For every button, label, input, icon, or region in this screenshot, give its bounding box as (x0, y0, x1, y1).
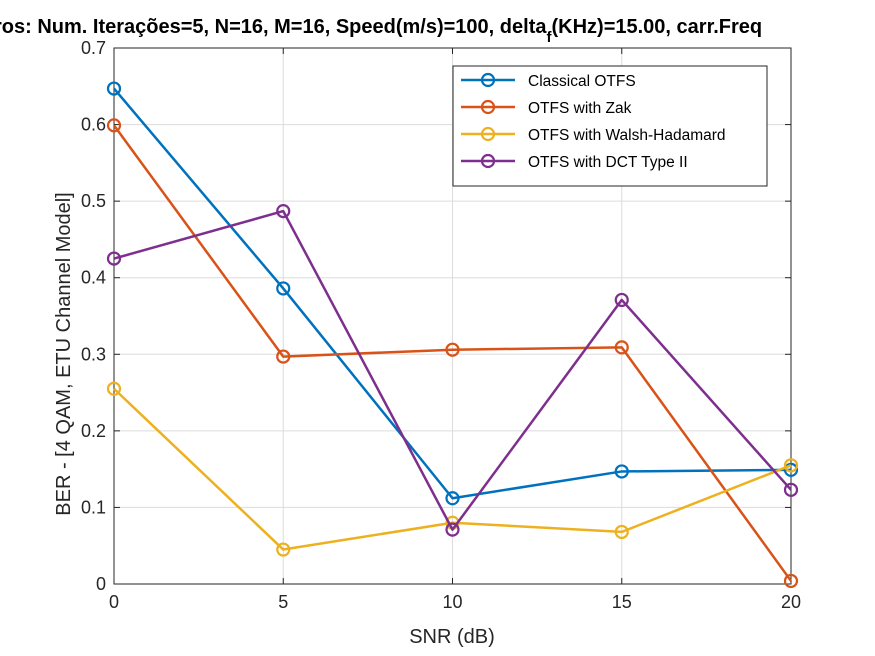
y-tick-label: 0.3 (81, 344, 106, 364)
series-2-point (276, 349, 291, 364)
legend-marker-1 (480, 72, 496, 88)
legend-marker-2 (480, 99, 496, 115)
series-line-1 (113, 87, 792, 500)
y-tick-label: 0.1 (81, 497, 106, 517)
series-3-point (276, 542, 291, 557)
y-tick-label: 0.6 (81, 115, 106, 135)
series-2-point (783, 573, 799, 589)
series-line-2 (112, 124, 793, 582)
x-tick-label: 15 (612, 592, 632, 612)
series-2-point (445, 342, 460, 357)
y-tick-label: 0 (96, 574, 106, 594)
chart-title-subscript: f (546, 29, 552, 46)
y-axis-label: BER - [4 QAM, ETU Channel Model] (53, 192, 75, 515)
legend-marker-3 (480, 126, 496, 142)
series-2-point (106, 118, 122, 133)
series-4-point (106, 251, 122, 266)
series-2-point (614, 340, 629, 355)
chart-title: ros: Num. Iterações=5, N=16, M=16, Speed… (0, 16, 762, 46)
series-1-point (276, 281, 291, 296)
series-3-point (106, 381, 122, 396)
y-tick-label: 0.4 (81, 268, 106, 288)
y-tick-label: 0.5 (81, 191, 106, 211)
legend-entry-2: OTFS with Zak (528, 100, 632, 117)
series-3-point (783, 458, 799, 473)
chart-title-tail: (KHz)=15.00, carr.Freq (551, 16, 762, 38)
series-4-point (783, 482, 799, 497)
series-1-point (783, 462, 799, 478)
x-tick-label: 5 (278, 592, 288, 612)
legend-box (452, 65, 768, 187)
legend: Classical OTFS OTFS with Zak OTFS with Wal… (452, 65, 768, 187)
y-tick-label: 0.2 (81, 421, 106, 441)
series-3-point (614, 524, 629, 540)
series-4-point (276, 203, 291, 219)
legend-entry-1: Classical OTFS (528, 73, 636, 90)
legend-entry-4: OTFS with DCT Type II (528, 154, 688, 171)
x-tick-label: 0 (109, 592, 119, 612)
legend-marker-4 (480, 153, 496, 169)
series-4-point (614, 292, 629, 308)
legend-entry-3: OTFS with Walsh-Hadamard (528, 127, 726, 144)
chart-title-main: ros: Num. Iterações=5, N=16, M=16, Speed… (0, 16, 547, 38)
x-tick-label: 20 (781, 592, 801, 612)
x-axis-label: SNR (dB) (409, 626, 495, 648)
y-tick-label: 0.7 (81, 38, 106, 58)
series-1-point (614, 464, 629, 479)
series-1-point (445, 491, 460, 506)
series-4-point (445, 522, 460, 537)
series-1-point (106, 81, 122, 96)
series-line-4 (113, 209, 792, 531)
x-tick-label: 10 (442, 592, 462, 612)
